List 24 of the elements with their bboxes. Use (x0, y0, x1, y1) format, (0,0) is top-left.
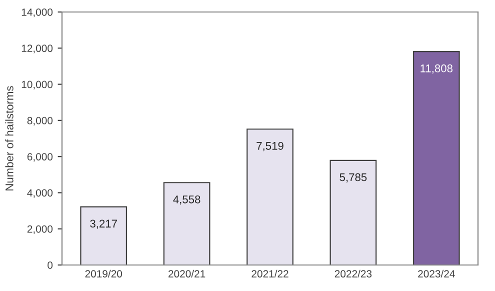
y-tick-label: 8,000 (27, 116, 53, 126)
x-tick-label: 2020/21 (168, 270, 206, 278)
bar (80, 206, 128, 265)
data-label: 7,519 (256, 142, 284, 152)
y-tick-label: 14,000 (22, 8, 53, 18)
y-tick-label: 0 (48, 262, 53, 269)
data-label: 3,217 (90, 220, 117, 229)
bar (246, 128, 294, 265)
x-tick-label: 2019/20 (85, 270, 122, 278)
x-tick-label: 2023/24 (418, 270, 455, 278)
y-tick-label: 12,000 (22, 44, 53, 54)
y-tick-label: 6,000 (27, 153, 53, 162)
bar (330, 160, 377, 265)
y-tick-label: 2,000 (27, 225, 53, 234)
data-label: 11,808 (420, 64, 452, 74)
y-axis-title: Number of hailstorms (5, 86, 14, 190)
x-tick-label: 2021/22 (252, 270, 288, 278)
data-label: 5,785 (340, 173, 367, 182)
data-label: 4,558 (173, 195, 200, 205)
bar (163, 182, 210, 265)
y-tick-label: 10,000 (22, 80, 53, 90)
y-tick-label: 4,000 (27, 189, 53, 198)
x-tick-label: 2022/23 (334, 270, 372, 278)
bar (412, 51, 460, 265)
